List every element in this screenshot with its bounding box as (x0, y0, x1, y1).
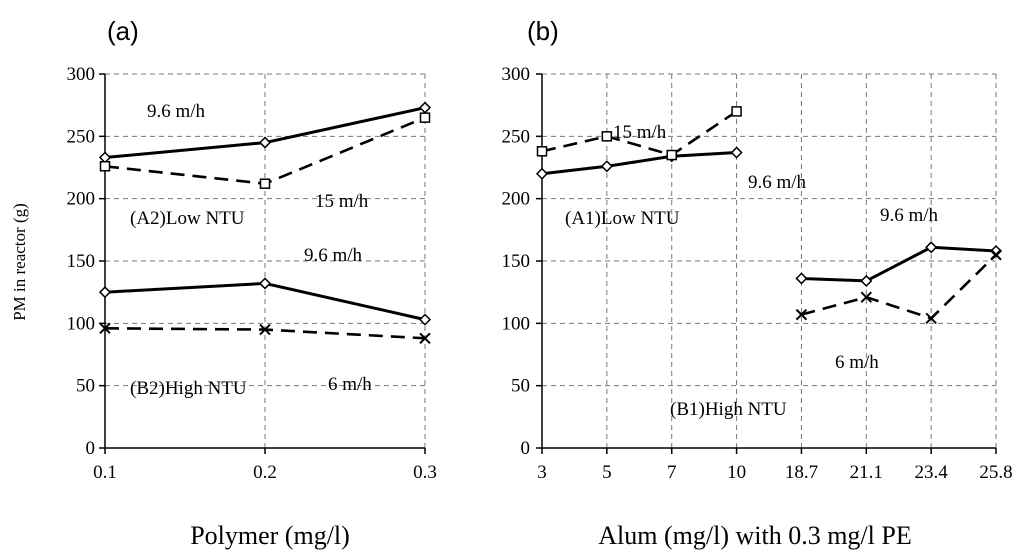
series-line-3 (801, 245, 997, 283)
x-marker (795, 308, 808, 321)
series-line-1 (541, 151, 737, 176)
annotation-b2-high-ntu: (B2)High NTU (130, 378, 247, 399)
diamond-marker (600, 160, 613, 173)
series-line-2 (541, 110, 738, 157)
y-tick-label: 250 (502, 126, 531, 147)
y-tick-label: 50 (511, 376, 530, 397)
annotation-b-15: 15 m/h (613, 122, 667, 143)
diamond-marker (418, 313, 432, 326)
diamond-marker (535, 167, 549, 180)
y-tick-label: 150 (502, 251, 531, 272)
annotation-b-6: 6 m/h (835, 352, 879, 373)
panel-a: (a) PM in reactor (g) Polymer (mg/l) 0 50… (10, 16, 437, 550)
y-tick-label: 250 (67, 126, 96, 147)
y-tick-label: 150 (67, 251, 96, 272)
x-tick-label: 5 (602, 462, 612, 483)
square-marker (259, 178, 271, 189)
x-tick-label: 18.7 (785, 462, 818, 483)
x-marker (259, 323, 271, 336)
square-marker (99, 161, 111, 172)
x-tick-label: 0.3 (413, 462, 437, 483)
y-tick-label: 100 (67, 313, 96, 334)
panel-a-letter: (a) (107, 16, 139, 46)
y-ticks-b: 0 50 100 150 200 250 300 (502, 64, 531, 459)
annotation-a-9-6-lower: 9.6 m/h (304, 245, 363, 266)
diamond-marker (730, 146, 743, 159)
x-marker (990, 249, 1002, 261)
annotation-a2-low-ntu: (A2)Low NTU (130, 208, 245, 229)
panel-b: (b) Alum (mg/l) with 0.3 mg/l PE 0 50 100 1… (502, 16, 1013, 550)
y-tick-label: 300 (502, 64, 531, 85)
x-tick-label: 21.1 (850, 462, 883, 483)
x-tick-label: 7 (667, 462, 677, 483)
x-marker (99, 322, 111, 335)
diamond-marker (418, 101, 432, 114)
square-marker (601, 131, 613, 142)
x-marker (860, 291, 873, 303)
y-tick-label: 0 (86, 438, 96, 459)
x-axis-label-a: Polymer (mg/l) (190, 521, 350, 550)
y-tick-label: 300 (67, 64, 96, 85)
annotation-a1-low-ntu: (A1)Low NTU (565, 208, 680, 229)
panel-b-letter: (b) (527, 16, 559, 46)
x-ticks-a: 0.1 0.2 0.3 (93, 462, 437, 483)
annotation-b-9-6-upper: 9.6 m/h (748, 172, 807, 193)
annotation-a-15: 15 m/h (315, 191, 369, 212)
square-marker (731, 106, 742, 117)
diamond-marker (795, 272, 808, 285)
y-tick-label: 50 (76, 376, 95, 397)
square-marker (536, 146, 548, 157)
x-marker (925, 312, 937, 325)
annotation-b-9-6-lower: 9.6 m/h (880, 205, 939, 226)
axes-a (99, 73, 426, 454)
series-a (98, 101, 432, 345)
y-tick-label: 100 (502, 313, 531, 334)
x-tick-label: 3 (537, 462, 547, 483)
x-tick-label: 23.4 (915, 462, 949, 483)
diamond-marker (860, 274, 873, 288)
y-tick-label: 200 (502, 189, 531, 210)
y-axis-label: PM in reactor (g) (10, 203, 29, 321)
square-marker (666, 149, 677, 161)
series-b (535, 106, 1003, 325)
annotation-a-6: 6 m/h (328, 374, 372, 395)
diamond-marker (925, 241, 938, 254)
annotation-a-9-6-upper: 9.6 m/h (147, 101, 206, 122)
y-ticks-a: 0 50 100 150 200 250 300 (67, 64, 96, 459)
axes-b (536, 73, 997, 454)
y-tick-label: 0 (521, 438, 531, 459)
x-marker (419, 332, 431, 345)
diamond-marker (258, 136, 272, 149)
x-tick-label: 0.1 (93, 462, 117, 483)
y-tick-label: 200 (67, 189, 96, 210)
x-tick-label: 25.8 (979, 462, 1012, 483)
x-ticks-b: 3 5 7 10 18.7 21.1 23.4 25.8 (537, 462, 1012, 483)
diamond-marker (258, 277, 272, 290)
square-marker (419, 112, 431, 123)
series-line-4 (801, 253, 997, 320)
annotation-b1-high-ntu: (B1)High NTU (670, 399, 787, 420)
x-axis-label-b: Alum (mg/l) with 0.3 mg/l PE (598, 521, 911, 550)
x-tick-label: 10 (727, 462, 746, 483)
x-tick-label: 0.2 (253, 462, 277, 483)
diamond-marker (98, 286, 112, 299)
gridlines-b (542, 73, 997, 448)
